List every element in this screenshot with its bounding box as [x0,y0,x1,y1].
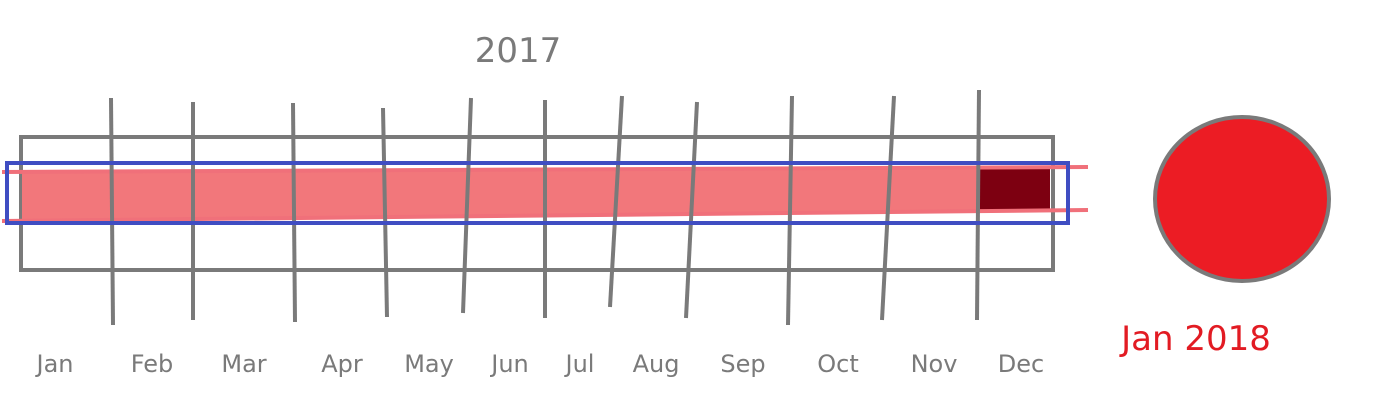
month-label-jul: Jul [564,350,595,378]
month-label-nov: Nov [911,350,958,378]
progress-band [22,168,980,220]
month-divider [381,107,389,318]
next-period-circle [1153,115,1331,283]
month-divider [786,95,794,326]
highlighted-month-block [980,168,1050,211]
month-divider [608,95,624,308]
month-label-may: May [404,350,454,378]
month-label-jan: Jan [35,350,74,378]
selection-outline [5,161,1070,225]
month-label-aug: Aug [633,350,680,378]
month-divider [461,97,473,314]
month-divider [291,102,297,323]
year-title: 2017 [475,31,562,71]
month-dividers [109,89,981,326]
month-label-jun: Jun [489,350,529,378]
month-divider [880,95,896,321]
month-divider [109,97,115,326]
month-labels: Jan Feb Mar Apr May Jun Jul Aug Sep Oct … [35,350,1045,378]
month-label-oct: Oct [817,350,859,378]
next-period-label: Jan 2018 [1119,319,1271,359]
month-label-sep: Sep [720,350,765,378]
month-divider [975,89,981,321]
month-label-mar: Mar [221,350,266,378]
month-label-apr: Apr [321,350,363,378]
month-divider [684,101,699,319]
month-label-dec: Dec [998,350,1044,378]
year-frame [19,135,1055,272]
month-label-feb: Feb [131,350,174,378]
